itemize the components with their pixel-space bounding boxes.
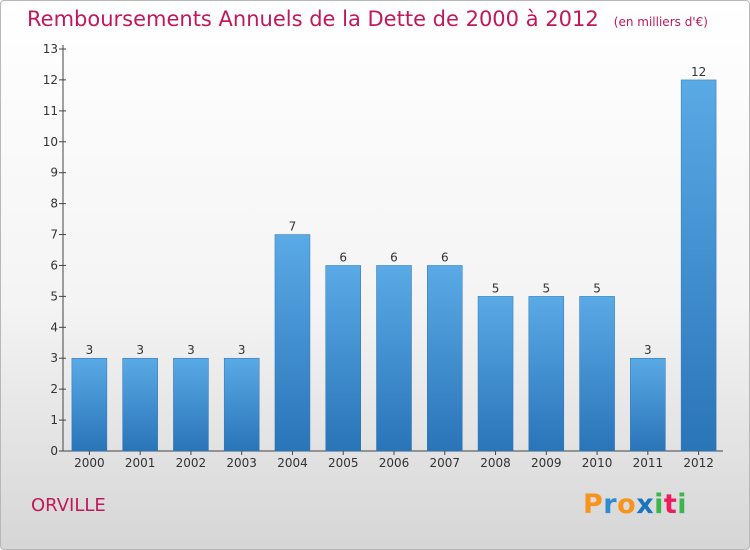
x-tick-label: 2007 [429, 456, 460, 470]
y-tick-label: 7 [50, 228, 58, 242]
x-tick-label: 2008 [480, 456, 511, 470]
y-tick-label: 11 [43, 104, 58, 118]
bar [274, 234, 311, 452]
bar [122, 357, 158, 452]
data-label: 12 [691, 65, 706, 79]
y-tick-label: 10 [43, 135, 58, 149]
x-tick-label: 2001 [125, 456, 156, 470]
chart-labels: 2000 3 2001 3 2002 3 2003 3 2004 7 2005 6 2006 6 2007 6… [74, 65, 714, 470]
x-tick-label: 2002 [176, 456, 207, 470]
data-label: 7 [289, 220, 297, 234]
chart-bars [71, 79, 717, 452]
y-tick-label: 1 [50, 413, 58, 427]
chart-title: Remboursements Annuels de la Dette de 20… [27, 7, 599, 31]
data-label: 6 [339, 250, 347, 264]
data-label: 5 [593, 281, 601, 295]
bar [680, 79, 717, 452]
data-label: 3 [238, 343, 246, 357]
data-label: 3 [644, 343, 652, 357]
logo-letter: o [617, 489, 637, 520]
data-label: 3 [86, 343, 94, 357]
logo-letter: i [677, 489, 688, 520]
data-label: 6 [441, 250, 449, 264]
x-tick-label: 2000 [74, 456, 105, 470]
y-tick-label: 9 [50, 166, 58, 180]
bar [223, 357, 260, 452]
data-label: 5 [492, 281, 500, 295]
y-tick-label: 3 [50, 351, 58, 365]
chart-title-block: Remboursements Annuels de la Dette de 20… [27, 7, 708, 31]
x-tick-label: 2009 [531, 456, 562, 470]
x-tick-label: 2011 [633, 456, 664, 470]
proxiti-logo: Proxiti [583, 489, 687, 520]
bar [376, 265, 412, 452]
town-name: ORVILLE [31, 495, 106, 516]
bar [630, 357, 666, 452]
bar [173, 357, 209, 452]
data-label: 5 [542, 281, 550, 295]
x-tick-label: 2005 [328, 456, 359, 470]
bar [71, 357, 108, 452]
logo-letter: i [654, 489, 664, 520]
bar [477, 296, 514, 452]
bar [325, 265, 361, 452]
logo-letter: r [603, 489, 618, 520]
data-label: 6 [390, 250, 398, 264]
x-tick-label: 2010 [582, 456, 613, 470]
bar [427, 265, 463, 452]
y-tick-label: 4 [50, 320, 58, 334]
logo-letter: P [583, 489, 604, 520]
x-tick-label: 2003 [226, 456, 257, 470]
y-tick-label: 12 [43, 73, 58, 87]
bar [579, 296, 615, 452]
x-tick-label: 2012 [683, 456, 714, 470]
y-tick-label: 6 [50, 258, 58, 272]
y-tick-label: 13 [43, 42, 58, 56]
x-tick-label: 2006 [379, 456, 410, 470]
x-tick-label: 2004 [277, 456, 308, 470]
logo-letter: x [636, 489, 655, 520]
data-label: 3 [136, 343, 144, 357]
bar [528, 296, 565, 452]
chart-subtitle: (en milliers d'€) [613, 15, 708, 29]
y-tick-label: 2 [50, 382, 58, 396]
logo-letter: t [663, 489, 678, 520]
data-label: 3 [187, 343, 195, 357]
y-tick-label: 8 [50, 197, 58, 211]
y-tick-label: 5 [50, 289, 58, 303]
y-tick-label: 0 [50, 444, 58, 458]
